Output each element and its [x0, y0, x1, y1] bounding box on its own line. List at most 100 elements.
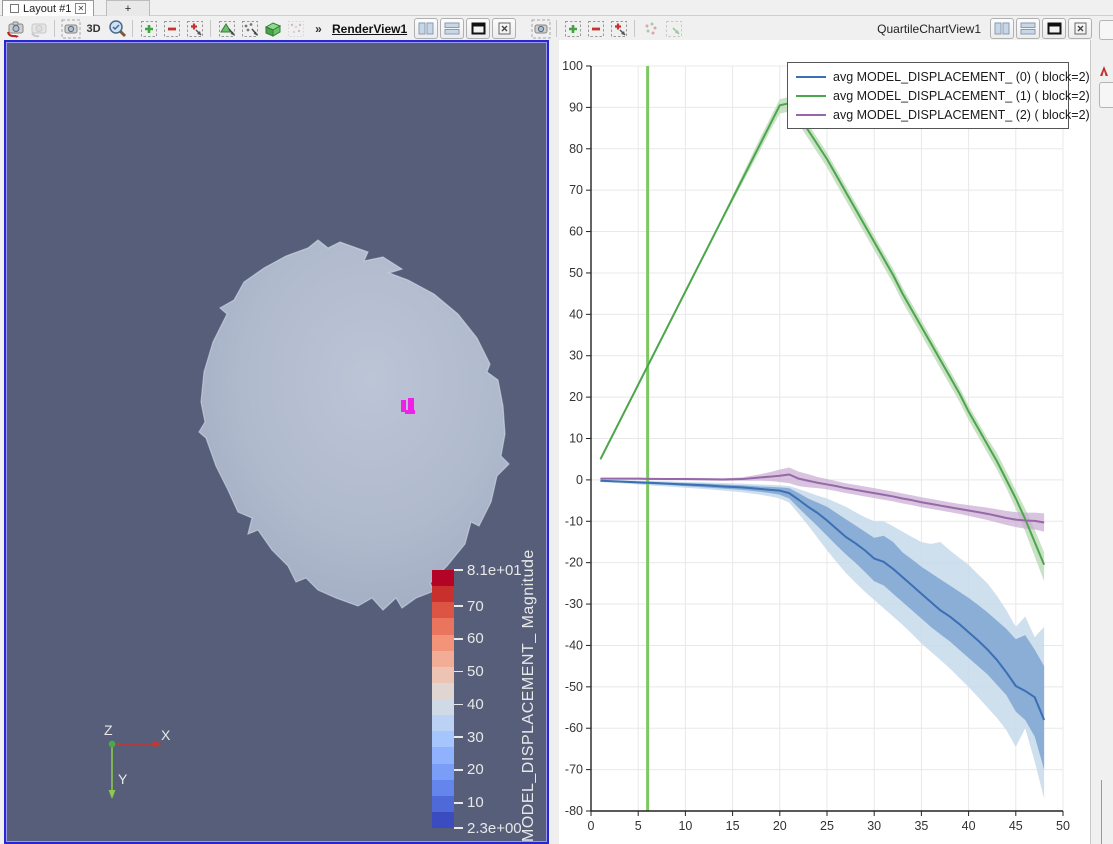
close-view-button[interactable]: [492, 18, 517, 39]
series-line-blue: [600, 479, 1046, 721]
clipped-toolbar-button: [1099, 82, 1113, 108]
color-legend-band: [432, 634, 454, 651]
model-surface[interactable]: [198, 239, 510, 611]
select-points-on-icon: [241, 20, 258, 37]
quartile-chart-plot: 1009080706050403020100-10-20-30-40-50-60…: [562, 59, 1070, 833]
y-tick-label: -80: [565, 804, 583, 818]
layout-tab-bar: Layout #1 ✕ +: [0, 0, 1113, 16]
legend-swatch-green: [796, 94, 826, 97]
legend-label-1: avg MODEL_DISPLACEMENT_ (1) ( block=2): [833, 88, 1090, 103]
zoom-in-selection-button[interactable]: [137, 18, 160, 39]
color-legend-band: [432, 747, 454, 764]
split-horizontal-icon: [418, 22, 434, 35]
chart-select-points-button[interactable]: [639, 18, 662, 39]
color-legend-band: [432, 570, 454, 587]
x-tick-label: 35: [914, 819, 928, 833]
y-tick-label: 40: [569, 307, 583, 321]
render-view-3d-viewport[interactable]: X Y Z 8.1e+01 70 60 50 40 30 20 10 2.3e+00 MODEL…: [4, 40, 549, 844]
chart-zoom-in-button[interactable]: [561, 18, 584, 39]
previous-camera-icon: [30, 23, 46, 37]
legend-swatch-purple: [796, 113, 826, 116]
layout-preview-icon: [10, 4, 19, 13]
select-cells-through-icon: [264, 21, 281, 37]
chart-split-horizontal-button[interactable]: [990, 18, 1014, 39]
select-points-through-button[interactable]: [284, 18, 307, 39]
split-horizontal-button[interactable]: [414, 18, 439, 39]
y-tick-label: 30: [569, 349, 583, 363]
color-legend-band: [432, 731, 454, 748]
tab-add-layout[interactable]: +: [106, 0, 150, 16]
toolbar-separator: [132, 20, 133, 37]
previous-camera-button[interactable]: [27, 18, 50, 39]
legend-entry-1: avg MODEL_DISPLACEMENT_ (1) ( block=2): [796, 86, 1090, 105]
zoom-box-button[interactable]: [183, 18, 206, 39]
split-vertical-icon: [444, 22, 460, 35]
chart-close-view-button[interactable]: [1068, 18, 1092, 39]
chart-select-region-button[interactable]: [662, 18, 685, 39]
color-legend-band: [432, 779, 454, 796]
toolbar-separator: [54, 20, 55, 37]
legend-entry-2: avg MODEL_DISPLACEMENT_ (2) ( block=2): [796, 105, 1090, 124]
toggle-3d-button[interactable]: 3D: [86, 22, 101, 35]
zoom-to-data-button[interactable]: [105, 18, 128, 39]
selection-marker: [401, 398, 415, 414]
y-tick-label: 90: [569, 100, 583, 114]
tab-layout-1-label: Layout #1: [23, 2, 72, 15]
y-tick-label: 20: [569, 390, 583, 404]
color-legend-bar[interactable]: [432, 570, 454, 828]
render-view-title-link[interactable]: RenderView1: [332, 21, 408, 36]
y-tick-label: -30: [565, 597, 583, 611]
x-tick-label: 50: [1056, 819, 1070, 833]
tab-add-label: +: [124, 2, 132, 15]
series-line-purple: [600, 473, 1045, 524]
chart-split-vertical-button[interactable]: [1016, 18, 1040, 39]
legend-swatch-blue: [796, 75, 826, 78]
zoom-out-selection-button[interactable]: [160, 18, 183, 39]
toolbar-overflow-button[interactable]: »: [315, 21, 322, 36]
select-cells-on-button[interactable]: [215, 18, 238, 39]
series-line-green: [599, 102, 1046, 566]
chart-zoom-out-button[interactable]: [584, 18, 607, 39]
legend-label-2: avg MODEL_DISPLACEMENT_ (2) ( block=2): [833, 107, 1090, 122]
chart-zoom-box-button[interactable]: [607, 18, 630, 39]
x-tick-label: 40: [962, 819, 976, 833]
chart-split-vertical-icon: [1020, 22, 1036, 35]
chart-close-view-icon: [1074, 22, 1086, 35]
render-scene: X Y Z: [104, 239, 510, 799]
y-tick-label: 70: [569, 183, 583, 197]
x-tick-label: 30: [867, 819, 881, 833]
select-cells-on-icon: [218, 20, 235, 37]
tab-layout-1[interactable]: Layout #1 ✕: [2, 0, 95, 16]
color-legend-band: [432, 586, 454, 603]
color-legend-band: [432, 666, 454, 683]
reset-camera-button[interactable]: [4, 18, 27, 39]
clipped-toolbar-button: [1099, 20, 1113, 40]
select-points-on-button[interactable]: [238, 18, 261, 39]
legend-entry-0: avg MODEL_DISPLACEMENT_ (0) ( block=2): [796, 67, 1090, 86]
color-legend-band: [432, 715, 454, 732]
x-tick-label: 10: [678, 819, 692, 833]
chart-zoom-out-icon: [587, 20, 604, 37]
window-edge-line: [1101, 780, 1102, 844]
clipped-red-icon: [1100, 66, 1108, 76]
chart-zoom-box-icon: [610, 20, 627, 37]
zoom-box-icon: [186, 20, 203, 37]
split-vertical-button[interactable]: [440, 18, 465, 39]
color-legend-band: [432, 602, 454, 619]
chart-capture-screenshot-button[interactable]: [529, 18, 552, 39]
y-axis-label: Y: [118, 771, 128, 787]
color-legend-band: [432, 811, 454, 828]
x-tick-label: 5: [635, 819, 642, 833]
tab-close-icon[interactable]: ✕: [75, 3, 87, 14]
chart-select-points-icon: [645, 22, 657, 34]
select-cells-through-button[interactable]: [261, 18, 284, 39]
y-tick-label: 80: [569, 142, 583, 156]
toolbar-separator: [210, 20, 211, 37]
view-splitter[interactable]: [549, 40, 559, 844]
x-tick-label: 25: [820, 819, 834, 833]
y-tick-label: -70: [565, 763, 583, 777]
quartile-chart-viewport[interactable]: 100 90 80 70 60 50 40 30 20 10 0 -10 -20 -30 -40 -50 -60…: [559, 40, 1090, 844]
maximize-view-button[interactable]: [466, 18, 491, 39]
chart-maximize-view-button[interactable]: [1042, 18, 1066, 39]
capture-screenshot-button[interactable]: [59, 18, 82, 39]
